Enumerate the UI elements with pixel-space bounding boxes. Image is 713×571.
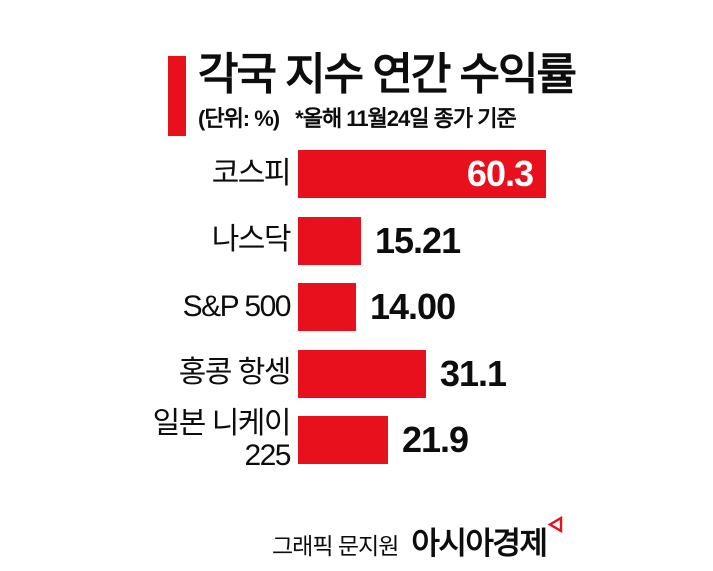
bar (298, 283, 356, 331)
row-label: 나스닥 (211, 223, 292, 257)
chart-row: 나스닥 15.21 (0, 216, 713, 265)
bar-value-outside: 15.21 (375, 219, 461, 261)
chart-row: S&P 500 14.00 (0, 283, 713, 331)
credit-text: 그래픽 문지원 (272, 533, 399, 559)
bar-value-outside: 31.1 (440, 352, 507, 394)
row-label: 일본 니케이 225 (152, 406, 292, 472)
row-label: 홍콩 항셍 (178, 356, 292, 390)
chart-row: 코스피 60.3 (0, 150, 713, 198)
bar-cell: 60.3 (298, 150, 713, 198)
chart-title: 각국 지수 연간 수익률 (198, 50, 577, 99)
bar (298, 349, 426, 398)
title-accent-bar (168, 56, 186, 136)
brand-logo-text: 아시아경제 (411, 526, 548, 561)
bar-value-outside: 14.00 (370, 286, 456, 327)
bar-cell: 15.21 (298, 216, 713, 265)
unit-note: (단위: %) (198, 106, 280, 132)
bar-cell: 31.1 (298, 349, 713, 398)
brand-logo-mark (548, 516, 563, 533)
chart-row: 일본 니케이 225 21.9 (0, 407, 713, 471)
row-label: 코스피 (211, 156, 292, 190)
chart-subtitle: (단위: %) *올해 11월24일 종가 기준 (198, 101, 575, 133)
date-note: *올해 11월24일 종가 기준 (295, 106, 517, 132)
bar-chart: 코스피 60.3 나스닥 15.21 S&P 500 (0, 150, 713, 483)
bar-value-outside: 21.9 (402, 419, 469, 460)
header-text: 각국 지수 연간 수익률 (단위: %) *올해 11월24일 종가 기준 (186, 50, 577, 133)
chart-row: 홍콩 항셍 31.1 (0, 349, 713, 398)
bar (298, 416, 388, 464)
row-label: S&P 500 (182, 289, 292, 323)
credit-footer: 그래픽 문지원 아시아경제 (272, 516, 563, 563)
bar-value-inside: 60.3 (466, 153, 534, 194)
bar-cell: 14.00 (298, 283, 713, 331)
bar (298, 216, 361, 265)
bar: 60.3 (298, 150, 546, 198)
bar-cell: 21.9 (298, 416, 713, 464)
chart-header: 각국 지수 연간 수익률 (단위: %) *올해 11월24일 종가 기준 (168, 50, 577, 136)
